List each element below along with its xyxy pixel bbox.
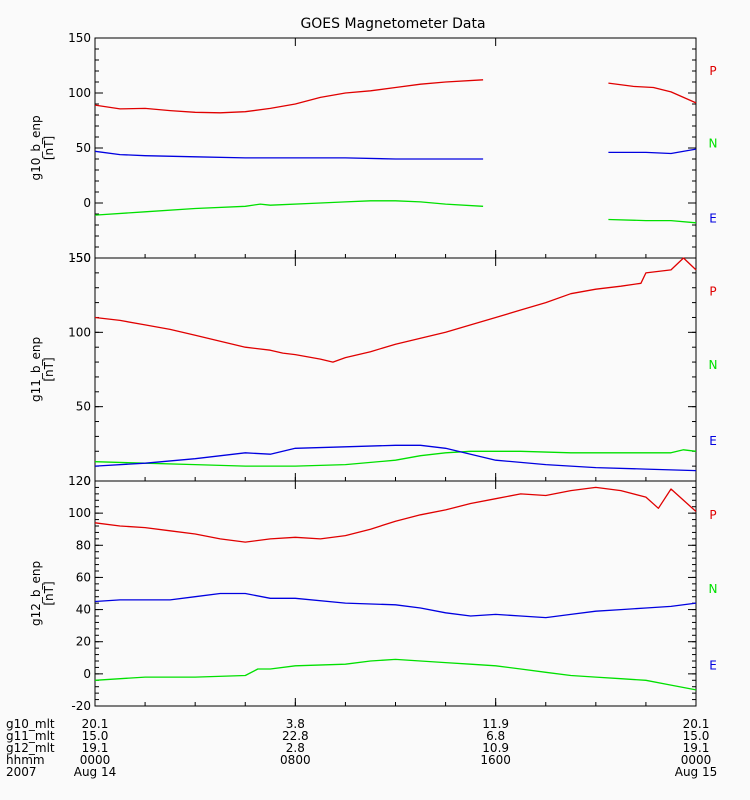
series-line-p — [94, 79, 697, 114]
x-axis-value: 15.0 — [683, 729, 710, 743]
panel-2: 0 50 100 150 g11_b_enp [nT] P N E — [29, 251, 717, 488]
series-line-p — [94, 257, 697, 363]
y-tick-label: 50 — [76, 141, 91, 155]
x-axis-value: 11.9 — [482, 717, 509, 731]
panel-1: -50 0 50 100 150 g10_b_enp [nT] P N E — [29, 31, 717, 265]
component-label-p: P — [709, 64, 716, 78]
component-label-p: P — [709, 508, 716, 522]
y-tick-label: 0 — [83, 667, 91, 681]
x-axis-value: 3.8 — [286, 717, 305, 731]
series-line-e — [94, 444, 697, 472]
chart-title: GOES Magnetometer Data — [300, 16, 485, 32]
panel-frame — [94, 480, 697, 707]
component-label-p: P — [709, 284, 716, 298]
series-line-e — [94, 148, 697, 160]
x-axis-row-label: g11_mlt — [6, 729, 55, 743]
component-label-n: N — [709, 358, 718, 372]
x-axis-value: 2.8 — [286, 741, 305, 755]
y-tick-label: 0 — [83, 474, 91, 488]
y-tick-label: -50 — [71, 251, 91, 265]
series-line-n — [94, 449, 697, 467]
series-line-n — [94, 200, 697, 224]
component-label-n: N — [709, 137, 718, 151]
y-tick-label: 60 — [76, 570, 91, 584]
y-axis-units: [nT] — [42, 357, 56, 381]
x-axis-row-label: hhmm — [6, 753, 45, 767]
x-axis-value: 20.1 — [683, 717, 710, 731]
series-line-e — [94, 592, 697, 619]
x-axis-value: 0800 — [280, 753, 311, 767]
y-axis-units: [nT] — [42, 581, 56, 605]
x-axis-value: 22.8 — [282, 729, 309, 743]
y-tick-label: 100 — [68, 86, 91, 100]
x-axis-value: 6.8 — [486, 729, 505, 743]
panel-3: -20 0 20 40 60 80 100 120 g12_b_enp [nT] P N E — [29, 474, 717, 713]
x-axis-value: Aug 15 — [675, 765, 718, 779]
x-axis-table: g10_mlt 20.1 3.8 11.9 20.1 g11_mlt 15.0 22.8 6.8… — [6, 717, 717, 779]
y-tick-label: 150 — [68, 31, 91, 45]
component-label-e: E — [709, 659, 717, 673]
y-tick-label: 20 — [76, 635, 91, 649]
y-tick-label: 100 — [68, 506, 91, 520]
series-line-n — [94, 658, 697, 691]
panel-frame — [94, 257, 697, 482]
x-axis-value: 1600 — [480, 753, 511, 767]
component-label-e: E — [709, 211, 717, 225]
x-axis-row-label: 2007 — [6, 765, 37, 779]
y-tick-label: 40 — [76, 603, 91, 617]
y-tick-label: 120 — [68, 474, 91, 488]
x-axis-row-label: g12_mlt — [6, 741, 55, 755]
series-line-p — [94, 486, 697, 543]
component-label-e: E — [709, 434, 717, 448]
y-tick-label: -20 — [71, 699, 91, 713]
y-axis-label: g12_b_enp — [29, 561, 43, 626]
x-axis-value: 0000 — [681, 753, 712, 767]
x-axis-row-label: g10_mlt — [6, 717, 55, 731]
y-tick-label: 50 — [76, 400, 91, 414]
y-tick-label: 80 — [76, 538, 91, 552]
y-tick-label: 0 — [83, 196, 91, 210]
y-tick-label: 100 — [68, 325, 91, 339]
panel-frame — [94, 37, 697, 259]
x-axis-value: 10.9 — [482, 741, 509, 755]
x-axis-value: 15.0 — [82, 729, 109, 743]
x-axis-value: Aug 14 — [74, 765, 117, 779]
x-axis-value: 20.1 — [82, 717, 109, 731]
y-axis-label: g10_b_enp — [29, 115, 43, 180]
y-axis-units: [nT] — [42, 136, 56, 160]
component-label-n: N — [709, 582, 718, 596]
x-axis-value: 19.1 — [683, 741, 710, 755]
x-axis-value: 19.1 — [82, 741, 109, 755]
y-tick-label: 150 — [68, 251, 91, 265]
y-axis-label: g11_b_enp — [29, 337, 43, 402]
x-axis-value: 0000 — [80, 753, 111, 767]
